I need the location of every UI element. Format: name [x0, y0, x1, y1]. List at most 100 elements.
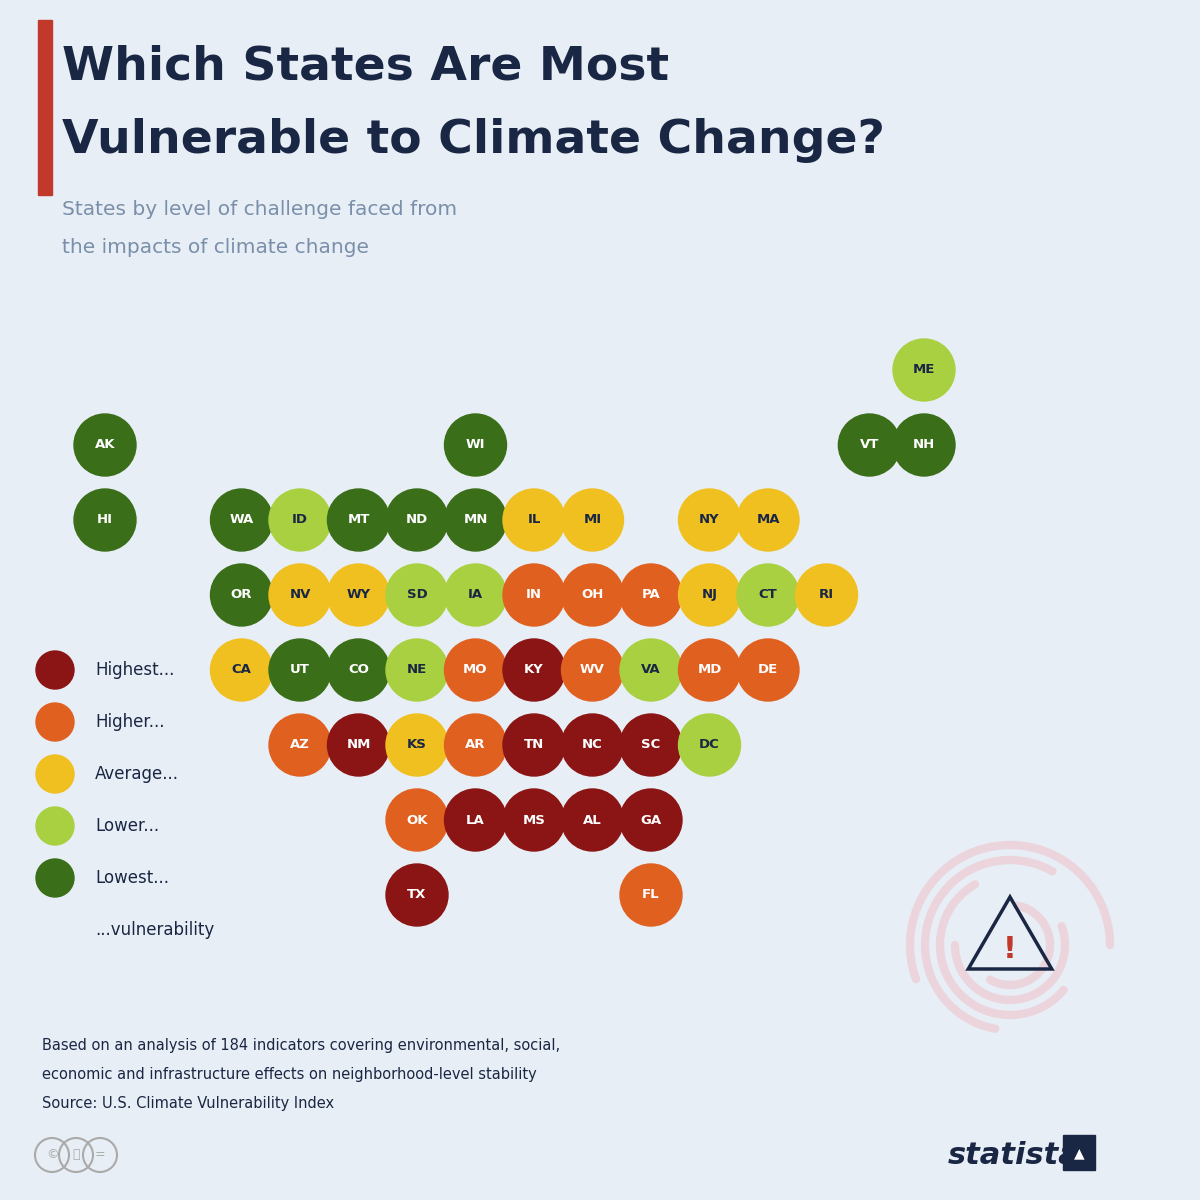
- Text: DE: DE: [758, 664, 778, 677]
- Text: Vulnerable to Climate Change?: Vulnerable to Climate Change?: [62, 118, 886, 163]
- Circle shape: [269, 638, 331, 701]
- Circle shape: [269, 714, 331, 776]
- Circle shape: [210, 564, 272, 626]
- Text: TN: TN: [524, 738, 544, 751]
- Text: the impacts of climate change: the impacts of climate change: [62, 238, 370, 257]
- Circle shape: [737, 564, 799, 626]
- Text: NJ: NJ: [702, 588, 718, 601]
- Circle shape: [210, 488, 272, 551]
- Text: Highest...: Highest...: [95, 661, 174, 679]
- Text: TX: TX: [407, 888, 427, 901]
- Circle shape: [503, 714, 565, 776]
- Text: OR: OR: [230, 588, 252, 601]
- Circle shape: [444, 714, 506, 776]
- Text: RI: RI: [818, 588, 834, 601]
- Text: AZ: AZ: [290, 738, 310, 751]
- Circle shape: [386, 488, 448, 551]
- Circle shape: [678, 564, 740, 626]
- Text: ⓘ: ⓘ: [72, 1148, 79, 1162]
- Circle shape: [269, 488, 331, 551]
- Circle shape: [444, 790, 506, 851]
- Text: AK: AK: [95, 438, 115, 451]
- Text: MA: MA: [756, 514, 780, 527]
- Circle shape: [444, 414, 506, 476]
- Circle shape: [562, 714, 624, 776]
- Circle shape: [386, 564, 448, 626]
- Text: NY: NY: [700, 514, 720, 527]
- Circle shape: [444, 564, 506, 626]
- Circle shape: [74, 488, 136, 551]
- Circle shape: [36, 650, 74, 689]
- Circle shape: [893, 414, 955, 476]
- Text: CA: CA: [232, 664, 252, 677]
- Text: SD: SD: [407, 588, 427, 601]
- Text: WI: WI: [466, 438, 485, 451]
- Circle shape: [444, 488, 506, 551]
- Text: HI: HI: [97, 514, 113, 527]
- Text: AL: AL: [583, 814, 602, 827]
- Text: IA: IA: [468, 588, 484, 601]
- Text: NC: NC: [582, 738, 602, 751]
- Circle shape: [269, 564, 331, 626]
- Circle shape: [386, 638, 448, 701]
- Circle shape: [210, 638, 272, 701]
- Text: WY: WY: [347, 588, 371, 601]
- Circle shape: [328, 564, 390, 626]
- Circle shape: [36, 755, 74, 793]
- Circle shape: [328, 638, 390, 701]
- Text: SC: SC: [641, 738, 661, 751]
- Text: DC: DC: [700, 738, 720, 751]
- Circle shape: [737, 638, 799, 701]
- Text: NM: NM: [347, 738, 371, 751]
- Text: Higher...: Higher...: [95, 713, 164, 731]
- Text: NV: NV: [289, 588, 311, 601]
- Text: VT: VT: [859, 438, 880, 451]
- Text: NH: NH: [913, 438, 935, 451]
- Text: MS: MS: [522, 814, 546, 827]
- Circle shape: [36, 703, 74, 742]
- Text: Average...: Average...: [95, 766, 179, 782]
- Circle shape: [386, 864, 448, 926]
- Text: MI: MI: [583, 514, 601, 527]
- Circle shape: [328, 488, 390, 551]
- Circle shape: [620, 864, 682, 926]
- Text: KY: KY: [524, 664, 544, 677]
- Text: ID: ID: [292, 514, 308, 527]
- Circle shape: [503, 790, 565, 851]
- Text: FL: FL: [642, 888, 660, 901]
- Text: ▲: ▲: [1074, 1146, 1085, 1160]
- Text: IN: IN: [526, 588, 542, 601]
- Text: MN: MN: [463, 514, 487, 527]
- Text: States by level of challenge faced from: States by level of challenge faced from: [62, 200, 457, 218]
- Circle shape: [503, 488, 565, 551]
- Text: ND: ND: [406, 514, 428, 527]
- Text: LA: LA: [466, 814, 485, 827]
- Text: MO: MO: [463, 664, 487, 677]
- Circle shape: [562, 790, 624, 851]
- Text: !: !: [1003, 936, 1016, 965]
- Text: ...vulnerability: ...vulnerability: [95, 922, 215, 938]
- Circle shape: [562, 638, 624, 701]
- Text: Which States Are Most: Which States Are Most: [62, 44, 670, 90]
- Text: IL: IL: [527, 514, 541, 527]
- Text: KS: KS: [407, 738, 427, 751]
- Circle shape: [620, 714, 682, 776]
- Text: Based on an analysis of 184 indicators covering environmental, social,: Based on an analysis of 184 indicators c…: [42, 1038, 560, 1054]
- Text: ME: ME: [913, 364, 935, 377]
- Circle shape: [893, 338, 955, 401]
- Text: NE: NE: [407, 664, 427, 677]
- Text: =: =: [95, 1148, 106, 1162]
- Circle shape: [839, 414, 900, 476]
- Circle shape: [796, 564, 858, 626]
- Circle shape: [678, 488, 740, 551]
- Text: ©: ©: [46, 1148, 59, 1162]
- Circle shape: [36, 859, 74, 898]
- Circle shape: [562, 488, 624, 551]
- Circle shape: [503, 638, 565, 701]
- Text: WV: WV: [580, 664, 605, 677]
- Circle shape: [74, 414, 136, 476]
- Text: AR: AR: [466, 738, 486, 751]
- Circle shape: [444, 638, 506, 701]
- Circle shape: [620, 790, 682, 851]
- Circle shape: [620, 638, 682, 701]
